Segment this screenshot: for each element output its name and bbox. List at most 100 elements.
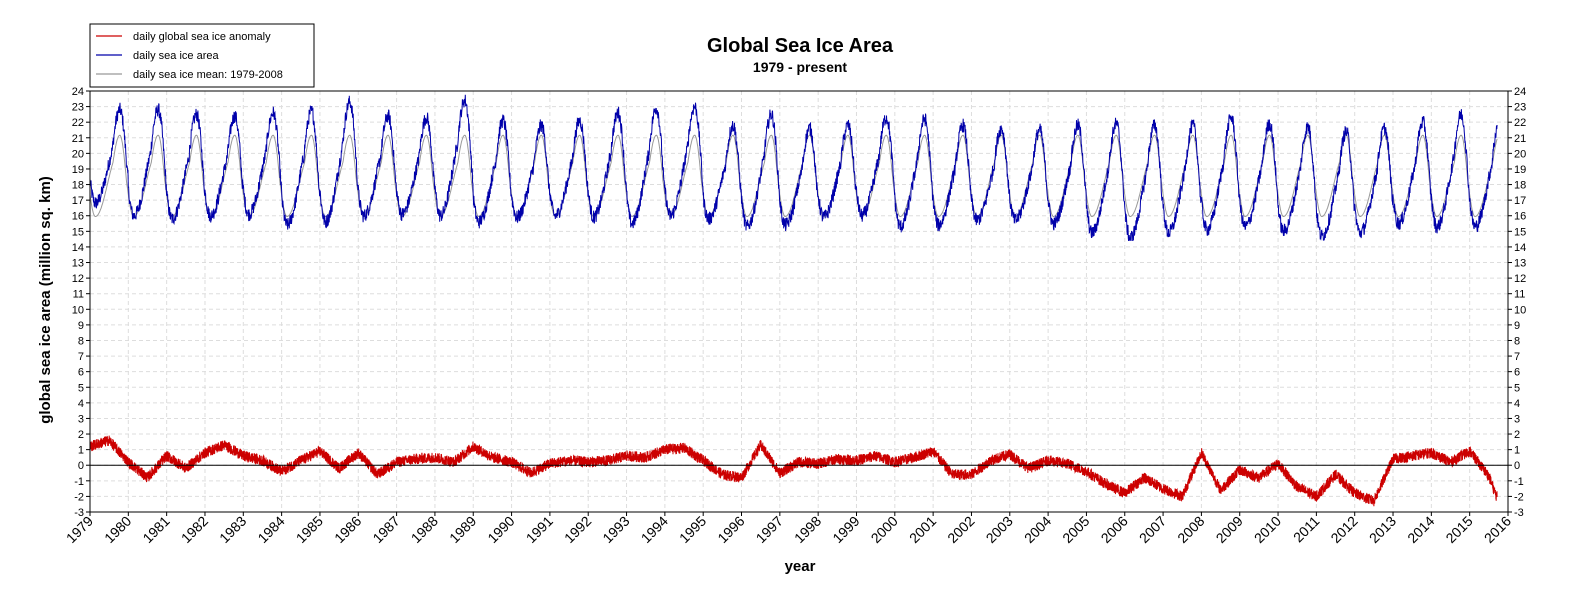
x-tick-label: 1990: [484, 513, 517, 546]
y-tick-label: 8: [1514, 335, 1520, 347]
y-tick-label: -2: [1514, 491, 1524, 503]
x-tick-label: 1999: [829, 513, 862, 546]
y-tick-label: 3: [1514, 413, 1520, 425]
y-tick-label: 22: [1514, 117, 1526, 129]
y-ticks-right: -3-2-10123456789101112131415161718192021…: [1508, 86, 1526, 519]
x-tick-label: 2014: [1404, 513, 1437, 546]
x-tick-label: 2009: [1213, 513, 1246, 546]
x-tick-label: 2001: [906, 513, 939, 546]
y-tick-label: 21: [72, 133, 84, 145]
x-tick-label: 2006: [1098, 513, 1131, 546]
y-tick-label: 8: [78, 335, 84, 347]
x-tick-label: 1995: [676, 513, 709, 546]
x-tick-label: 1997: [753, 513, 786, 546]
x-tick-label: 2008: [1174, 513, 1207, 546]
y-tick-label: 3: [78, 413, 84, 425]
y-tick-label: 14: [72, 242, 84, 254]
y-tick-label: 7: [1514, 351, 1520, 363]
y-tick-label: 19: [1514, 164, 1526, 176]
y-tick-label: 22: [72, 117, 84, 129]
x-tick-label: 1988: [408, 513, 441, 546]
y-tick-label: 14: [1514, 242, 1526, 254]
y-tick-label: 21: [1514, 133, 1526, 145]
x-tick-label: 1982: [178, 513, 211, 546]
y-tick-label: 6: [1514, 367, 1520, 379]
x-tick-label: 1984: [254, 513, 287, 546]
y-tick-label: 0: [78, 460, 84, 472]
x-axis-label: year: [785, 558, 816, 575]
y-tick-label: 17: [1514, 195, 1526, 207]
y-tick-label: 16: [72, 211, 84, 223]
y-tick-label: 11: [73, 289, 84, 301]
y-tick-label: 2: [78, 429, 84, 441]
x-tick-label: 2011: [1290, 513, 1323, 546]
y-tick-label: 16: [1514, 211, 1526, 223]
x-tick-label: 1991: [523, 513, 556, 546]
series-anomaly: [89, 435, 1498, 507]
x-tick-label: 2012: [1327, 513, 1360, 546]
x-tick-label: 1992: [561, 513, 594, 546]
chart-title: Global Sea Ice Area: [707, 35, 894, 57]
legend-label-mean: daily sea ice mean: 1979-2008: [133, 69, 283, 81]
y-tick-label: 6: [78, 367, 84, 379]
y-tick-label: 5: [1514, 382, 1520, 394]
y-tick-label: 9: [1514, 320, 1520, 332]
legend-label-anomaly: daily global sea ice anomaly: [133, 31, 271, 43]
series-line-anomaly: [89, 435, 1498, 507]
y-tick-label: 15: [1514, 226, 1526, 238]
y-tick-label: 17: [72, 195, 84, 207]
x-tick-label: 2000: [868, 513, 901, 546]
y-tick-label: -1: [74, 476, 84, 488]
x-tick-label: 1996: [714, 513, 747, 546]
y-tick-label: 7: [78, 351, 84, 363]
x-tick-label: 1989: [446, 513, 479, 546]
y-tick-label: 12: [72, 273, 84, 285]
x-tick-label: 1986: [331, 513, 364, 546]
y-tick-label: 24: [72, 86, 84, 98]
series-line-area: [89, 94, 1498, 242]
x-tick-label: 2003: [983, 513, 1016, 546]
legend-label-area: daily sea ice area: [133, 50, 219, 62]
y-tick-label: 10: [72, 304, 84, 316]
y-tick-label: 19: [72, 164, 84, 176]
legend-box: [89, 23, 315, 88]
y-tick-label: 13: [1514, 258, 1526, 270]
y-tick-label: 4: [78, 398, 84, 410]
y-tick-label: 0: [1514, 460, 1520, 472]
x-tick-label: 2010: [1251, 513, 1284, 546]
y-tick-label: 23: [72, 102, 84, 114]
y-tick-label: 9: [78, 320, 84, 332]
x-tick-label: 1985: [293, 513, 326, 546]
x-tick-label: 1998: [791, 513, 824, 546]
y-tick-label: -2: [74, 491, 84, 503]
y-tick-label: 24: [1514, 86, 1526, 98]
y-tick-label: 1: [78, 445, 84, 457]
y-tick-label: 12: [1514, 273, 1526, 285]
y-ticks-left: -3-2-10123456789101112131415161718192021…: [72, 86, 90, 519]
x-tick-label: 2004: [1021, 513, 1054, 546]
x-tick-label: 1987: [369, 513, 402, 546]
x-tick-label: 2005: [1059, 513, 1092, 546]
legend: daily global sea ice anomaly daily sea i…: [89, 23, 315, 88]
y-tick-label: 18: [1514, 180, 1526, 192]
y-tick-label: 18: [72, 180, 84, 192]
y-axis-label: global sea ice area (million sq. km): [37, 176, 54, 424]
y-tick-label: 4: [1514, 398, 1520, 410]
y-tick-label: 15: [72, 226, 84, 238]
y-tick-label: 20: [72, 148, 84, 160]
x-tick-label: 1994: [638, 513, 671, 546]
x-tick-label: 1979: [63, 513, 96, 546]
y-tick-label: 1: [1514, 445, 1520, 457]
y-tick-label: -3: [74, 507, 84, 519]
x-tick-label: 1983: [216, 513, 249, 546]
x-tick-label: 1993: [599, 513, 632, 546]
x-ticks: 1979 1980 1981 1982 1983 1984 1985 1986 1987 1988…: [63, 512, 1514, 546]
y-tick-label: -3: [1514, 507, 1524, 519]
series-area: [89, 94, 1498, 242]
x-tick-label: 2015: [1442, 513, 1475, 546]
y-tick-label: 13: [72, 258, 84, 270]
y-tick-label: -1: [1514, 476, 1524, 488]
x-tick-label: 2016: [1481, 513, 1514, 546]
x-tick-label: 2013: [1366, 513, 1399, 546]
